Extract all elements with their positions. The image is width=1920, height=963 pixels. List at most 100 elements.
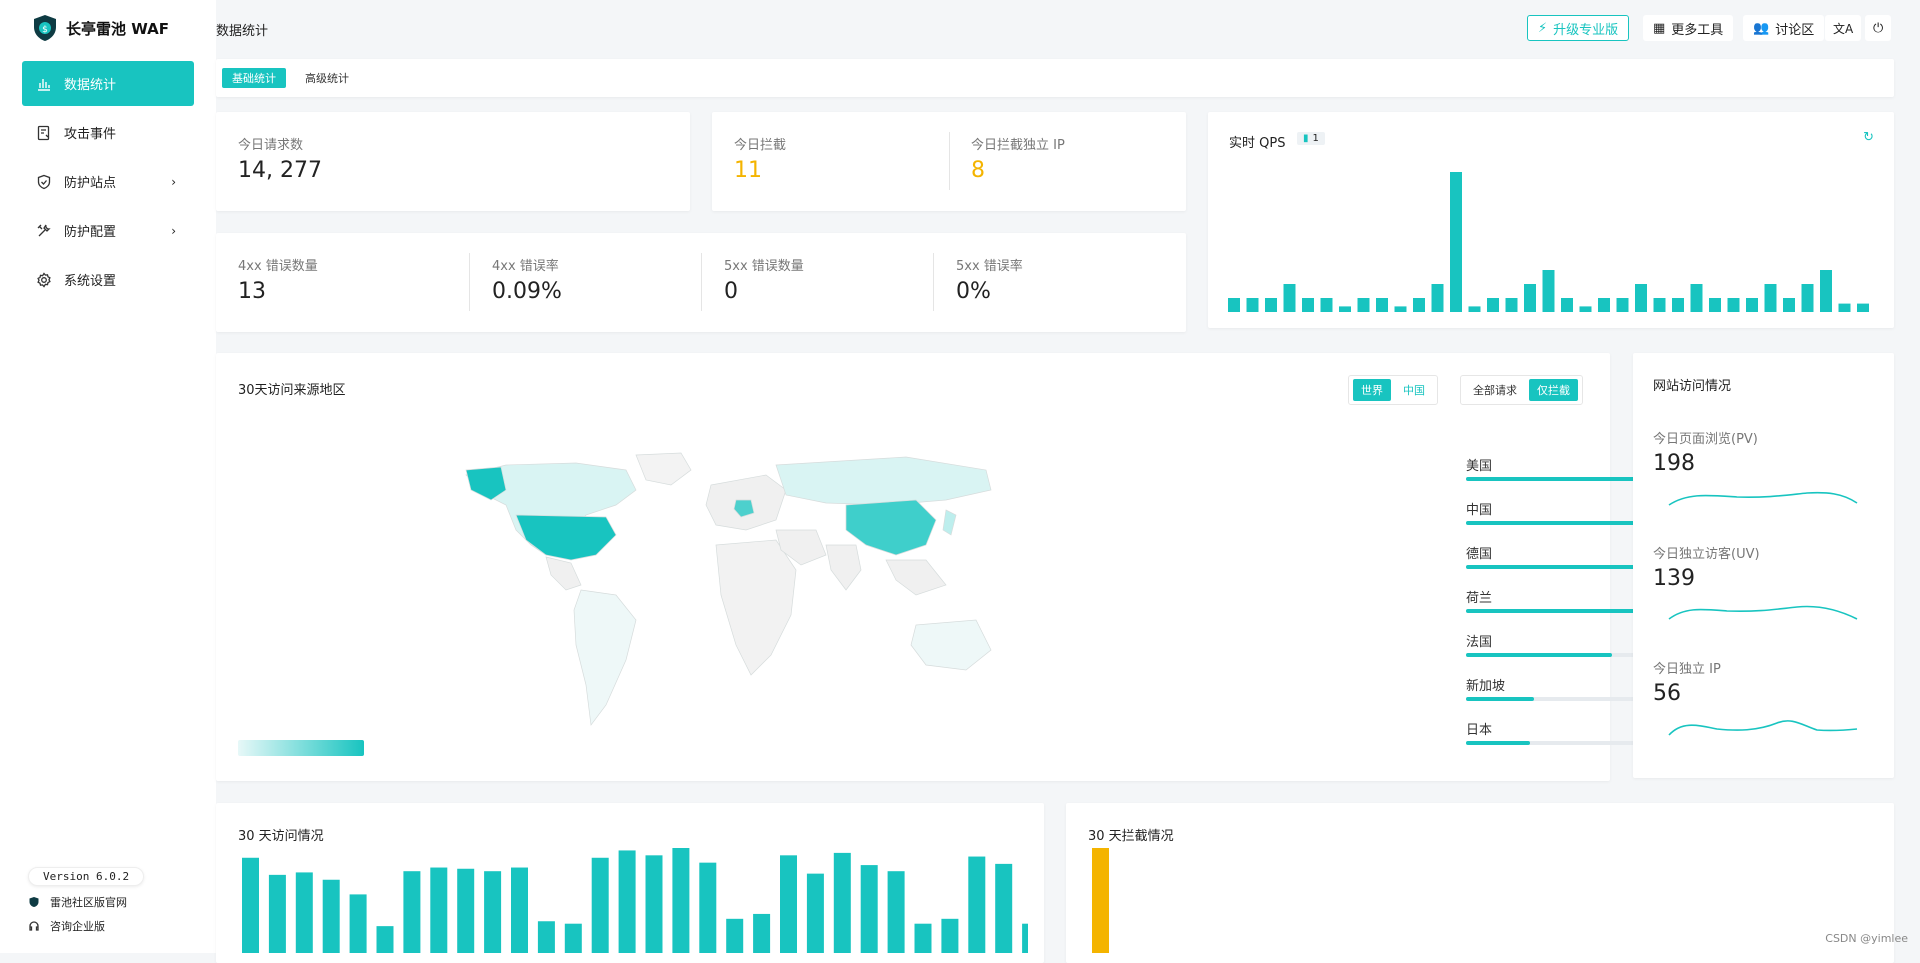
chart-bar bbox=[1561, 298, 1573, 312]
sidebar-item-config[interactable]: 防护配置 › bbox=[22, 208, 194, 253]
today-requests-card: 今日请求数 14, 277 bbox=[216, 112, 690, 211]
today-blocked-ip-value: 8 bbox=[971, 158, 985, 183]
ranking-bar bbox=[1466, 697, 1534, 701]
translate-icon: 文A bbox=[1833, 20, 1853, 37]
bar-chart-icon: ▮ bbox=[1303, 133, 1309, 144]
scope-china[interactable]: 中国 bbox=[1395, 379, 1433, 401]
upgrade-button[interactable]: ⚡ 升级专业版 bbox=[1527, 15, 1629, 41]
filter-blocked[interactable]: 仅拦截 bbox=[1529, 379, 1578, 401]
sidebar-item-label: 防护配置 bbox=[64, 221, 116, 240]
more-tools-button[interactable]: ▦ 更多工具 bbox=[1643, 15, 1733, 41]
today-blocked-ip-label: 今日拦截独立 IP bbox=[971, 134, 1065, 153]
chart-bar bbox=[941, 919, 958, 953]
geo-title: 30天访问来源地区 bbox=[238, 379, 346, 398]
map-region-southeast-asia bbox=[886, 560, 946, 595]
chart-bar bbox=[296, 872, 313, 953]
language-button[interactable]: 文A bbox=[1825, 15, 1861, 41]
refresh-icon[interactable]: ↻ bbox=[1863, 130, 1874, 145]
chart-bar bbox=[511, 868, 528, 953]
watermark: CSDN @yimlee bbox=[1825, 932, 1908, 945]
sidebar-item-sites[interactable]: 防护站点 › bbox=[22, 159, 194, 204]
community-link[interactable]: 雷池社区版官网 bbox=[28, 894, 144, 910]
chart-bar bbox=[1617, 298, 1629, 312]
chart-bar bbox=[1765, 284, 1777, 312]
qps-card: 实时 QPS ▮ 1 ↻ bbox=[1208, 112, 1894, 328]
chart-bar bbox=[1802, 284, 1814, 312]
map-region-central-america bbox=[546, 557, 581, 590]
map-region-south-america bbox=[574, 590, 636, 725]
ranking-country: 中国 bbox=[1466, 499, 1492, 518]
chart-bar bbox=[1580, 306, 1592, 312]
today-blocked-value: 11 bbox=[734, 158, 762, 183]
sidebar-item-label: 防护站点 bbox=[64, 172, 116, 191]
chart-bar bbox=[403, 871, 420, 953]
error-value: 0 bbox=[724, 279, 738, 304]
today-blocked-card: 今日拦截 11 今日拦截独立 IP 8 bbox=[712, 112, 1186, 211]
divider bbox=[949, 132, 950, 190]
chart-bar bbox=[1022, 924, 1028, 953]
pv-label: 今日页面浏览(PV) bbox=[1653, 428, 1758, 447]
tab-advanced[interactable]: 高级统计 bbox=[295, 68, 359, 88]
error-value: 0% bbox=[956, 279, 991, 304]
sidebar-footer: Version 6.0.2 雷池社区版官网 咨询企业版 bbox=[28, 867, 144, 934]
qps-badge-value: 1 bbox=[1313, 133, 1319, 144]
ranking-country: 日本 bbox=[1466, 719, 1492, 738]
chart-bar bbox=[1469, 306, 1481, 312]
headset-icon bbox=[28, 920, 40, 932]
error-label: 5xx 错误率 bbox=[956, 255, 1023, 274]
enterprise-link[interactable]: 咨询企业版 bbox=[28, 918, 144, 934]
chart-bar bbox=[861, 865, 878, 953]
forum-button[interactable]: 👥 讨论区 bbox=[1743, 15, 1824, 41]
divider bbox=[933, 253, 934, 311]
visits-30d-card: 30 天访问情况 bbox=[216, 803, 1044, 963]
chart-bar bbox=[1691, 284, 1703, 312]
map-region-usa bbox=[516, 515, 616, 560]
error-label: 4xx 错误数量 bbox=[238, 255, 318, 274]
topbar: 数据统计 ⚡ 升级专业版 ▦ 更多工具 👥 讨论区 文A ⏻ bbox=[216, 0, 1920, 56]
chart-bar bbox=[753, 914, 770, 953]
chart-bar bbox=[323, 880, 340, 953]
sidebar-item-attacks[interactable]: 攻击事件 bbox=[22, 110, 194, 155]
scope-world[interactable]: 世界 bbox=[1353, 379, 1391, 401]
qps-badge: ▮ 1 bbox=[1297, 132, 1325, 145]
sidebar-item-settings[interactable]: 系统设置 bbox=[22, 257, 194, 302]
map-region-greenland bbox=[636, 453, 691, 485]
shield-icon bbox=[28, 896, 40, 908]
ranking-bar bbox=[1466, 609, 1655, 613]
chart-bar bbox=[1654, 298, 1666, 312]
logout-button[interactable]: ⏻ bbox=[1865, 15, 1891, 41]
sidebar-item-stats[interactable]: 数据统计 bbox=[22, 61, 194, 106]
chart-bar bbox=[1728, 298, 1740, 312]
app-logo[interactable]: $ 长亭雷池 WAF bbox=[32, 14, 169, 42]
filter-all[interactable]: 全部请求 bbox=[1465, 379, 1525, 401]
chart-bar bbox=[619, 850, 636, 953]
blocks-30d-title: 30 天拦截情况 bbox=[1088, 825, 1174, 844]
svg-text:$: $ bbox=[42, 25, 48, 35]
site-access-card: 网站访问情况 今日页面浏览(PV) 198 今日独立访客(UV) 139 今日独… bbox=[1633, 353, 1894, 778]
map-region-japan bbox=[943, 510, 956, 535]
error-label: 4xx 错误率 bbox=[492, 255, 559, 274]
uv-value: 139 bbox=[1653, 566, 1695, 591]
scope-switch: 世界 中国 bbox=[1348, 375, 1438, 405]
chart-bar bbox=[726, 919, 743, 953]
world-map bbox=[446, 445, 1006, 745]
map-region-australia bbox=[911, 620, 991, 670]
ranking-country: 美国 bbox=[1466, 455, 1492, 474]
chart-bar bbox=[1432, 284, 1444, 312]
chart-bar bbox=[1820, 270, 1832, 312]
chart-bar bbox=[1839, 304, 1851, 312]
chart-bar bbox=[1598, 298, 1610, 312]
chart-bar bbox=[242, 858, 259, 953]
tab-basic[interactable]: 基础统计 bbox=[222, 68, 286, 88]
more-tools-label: 更多工具 bbox=[1671, 19, 1723, 38]
chart-bar bbox=[1302, 298, 1314, 312]
chart-bar bbox=[1228, 298, 1240, 312]
chart-bar bbox=[672, 848, 689, 953]
chevron-right-icon: › bbox=[171, 175, 176, 189]
visits-30d-chart bbox=[238, 848, 1028, 953]
chart-bar bbox=[269, 875, 286, 953]
blocks-30d-card: 30 天拦截情况 bbox=[1066, 803, 1894, 963]
today-blocked-label: 今日拦截 bbox=[734, 134, 786, 153]
chart-bar bbox=[457, 869, 474, 953]
chart-bar bbox=[1709, 298, 1721, 312]
